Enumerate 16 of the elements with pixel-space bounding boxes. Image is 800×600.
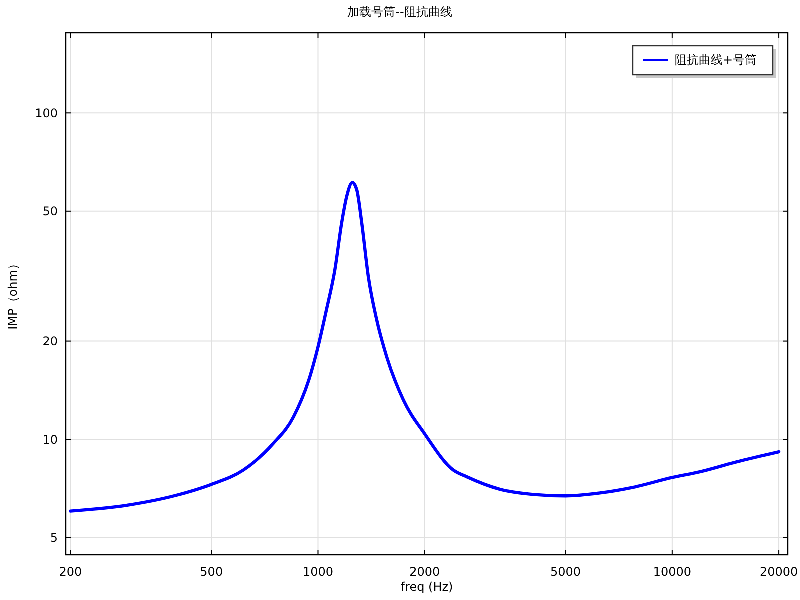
- y-tick-label: 5: [50, 531, 58, 546]
- y-axis-title: IMP（ohm）: [6, 258, 20, 330]
- x-tick-label: 500: [200, 565, 224, 579]
- x-tick-label: 200: [59, 565, 82, 579]
- x-tick-label: 5000: [550, 565, 582, 579]
- x-tick-label: 10000: [653, 565, 692, 579]
- x-tick-label: 20000: [760, 565, 798, 579]
- x-axis-title: freq (Hz): [400, 580, 454, 594]
- y-tick-label: 50: [42, 204, 58, 219]
- x-tick-label: 2000: [410, 565, 440, 579]
- y-tick-label: 20: [42, 334, 58, 349]
- y-tick-label: 10: [42, 432, 58, 447]
- legend-label: 阻抗曲线+号筒: [675, 53, 758, 68]
- x-tick-label: 1000: [302, 565, 334, 579]
- y-tick-label: 100: [35, 106, 58, 120]
- chart-title: 加载号筒--阻抗曲线: [348, 5, 452, 19]
